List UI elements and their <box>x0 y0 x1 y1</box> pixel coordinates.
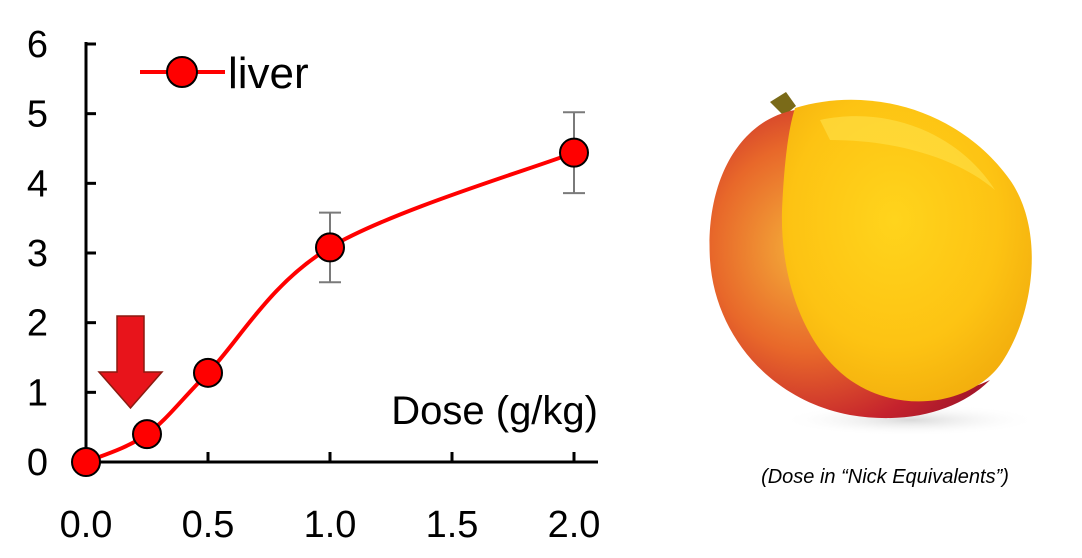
x-tick-label: 2.0 <box>548 504 601 546</box>
data-point <box>193 357 223 388</box>
chart-series <box>71 111 589 477</box>
mango-stem <box>770 92 796 116</box>
annotation-arrow-icon <box>97 315 164 410</box>
y-tick-label: 0 <box>27 442 48 484</box>
data-point <box>559 137 589 168</box>
y-tick-label: 4 <box>27 163 48 205</box>
y-tick-label: 6 <box>27 24 48 66</box>
y-tick-label: 2 <box>27 303 48 345</box>
legend-marker <box>166 56 198 88</box>
legend-label-liver: liver <box>228 49 309 98</box>
chart-legend: liver <box>140 49 309 98</box>
data-point <box>132 419 162 450</box>
x-tick-label: 0.0 <box>60 504 113 546</box>
data-point <box>315 232 345 263</box>
mango-half-icon <box>709 92 1040 436</box>
mango-flesh-highlight <box>820 116 995 190</box>
data-point <box>71 447 101 477</box>
mango-flesh <box>781 99 1032 402</box>
dose-response-chart: 0 1 2 3 4 5 6 0.0 0.5 1.0 1.5 2.0 liver Dose (g/kg) <box>27 24 601 546</box>
y-tick-label: 5 <box>27 94 48 136</box>
y-tick-label: 3 <box>27 233 48 275</box>
x-axis-title: Dose (g/kg) <box>391 389 598 433</box>
y-tick-label: 1 <box>27 372 48 414</box>
chart-ticks: 0 1 2 3 4 5 6 0.0 0.5 1.0 1.5 2.0 <box>27 24 601 546</box>
mango-skin <box>709 110 990 419</box>
x-tick-label: 1.5 <box>426 504 479 546</box>
dose-caption: (Dose in “Nick Equivalents”) <box>761 466 1009 488</box>
x-tick-label: 1.0 <box>304 504 357 546</box>
x-tick-label: 0.5 <box>182 504 235 546</box>
